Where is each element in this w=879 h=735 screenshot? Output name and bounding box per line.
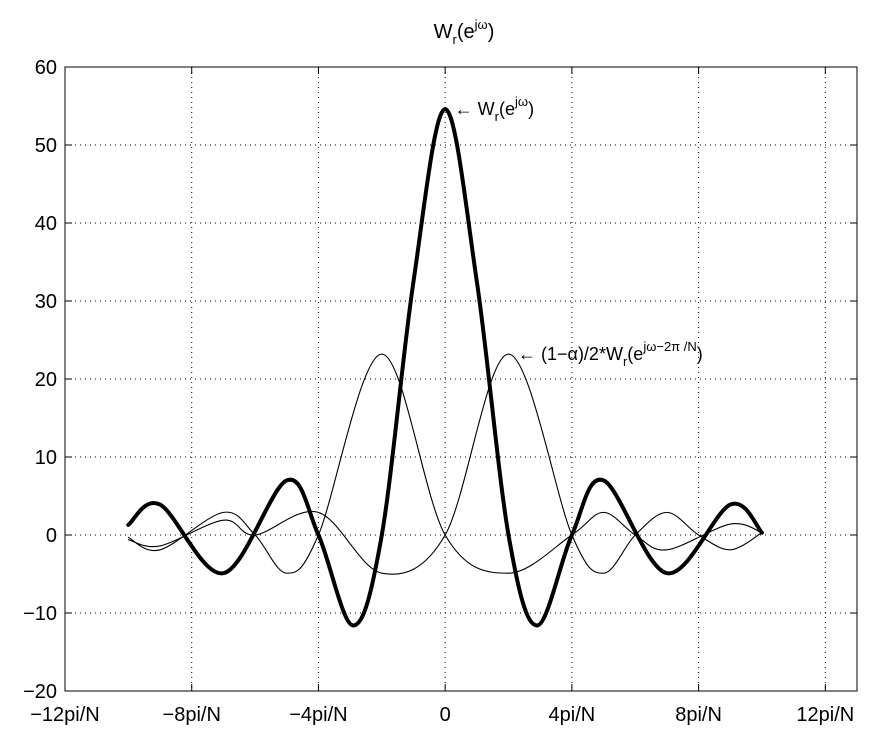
grid — [64, 66, 857, 692]
x-tick-label: −12pi/N — [30, 704, 100, 726]
y-tick-label: 0 — [46, 525, 57, 547]
y-tick-label: 30 — [35, 291, 57, 313]
y-tick-label: −10 — [23, 603, 57, 625]
series-line-shifted-2 — [127, 353, 763, 575]
x-tick-label: −8pi/N — [163, 704, 221, 726]
tick-labels: −12pi/N −8pi/N −4pi/N 0 4pi/N 8pi/N 12pi/N −20 −… — [23, 57, 854, 726]
x-tick-label: 0 — [440, 704, 451, 726]
annotation-shifted-lobe: ← (1−α)/2*Wr(ejω−2π /N) — [518, 339, 703, 369]
y-tick-label: −20 — [23, 681, 57, 703]
x-tick-label: 12pi/N — [796, 704, 854, 726]
series-line-main — [126, 107, 764, 628]
y-tick-label: 10 — [35, 447, 57, 469]
series-line-shifted-1 — [127, 353, 763, 574]
curves — [126, 107, 764, 628]
annotation-main-lobe: ← Wr(ejω) — [455, 94, 534, 124]
x-tick-label: −4pi/N — [289, 704, 347, 726]
y-tick-label: 50 — [35, 135, 57, 157]
y-tick-label: 60 — [35, 57, 57, 79]
chart-title: Wr(ejω) — [434, 17, 495, 47]
y-tick-label: 40 — [35, 213, 57, 235]
ticks — [64, 66, 857, 692]
x-tick-label: 4pi/N — [549, 704, 596, 726]
y-tick-label: 20 — [35, 369, 57, 391]
x-tick-label: 8pi/N — [675, 704, 722, 726]
